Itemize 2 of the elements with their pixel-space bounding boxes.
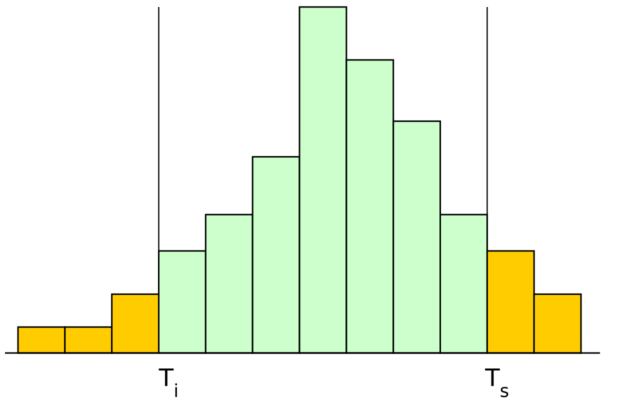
text: T$_{i}$ bbox=[158, 364, 179, 402]
text: T$_{s}$ bbox=[484, 364, 510, 402]
